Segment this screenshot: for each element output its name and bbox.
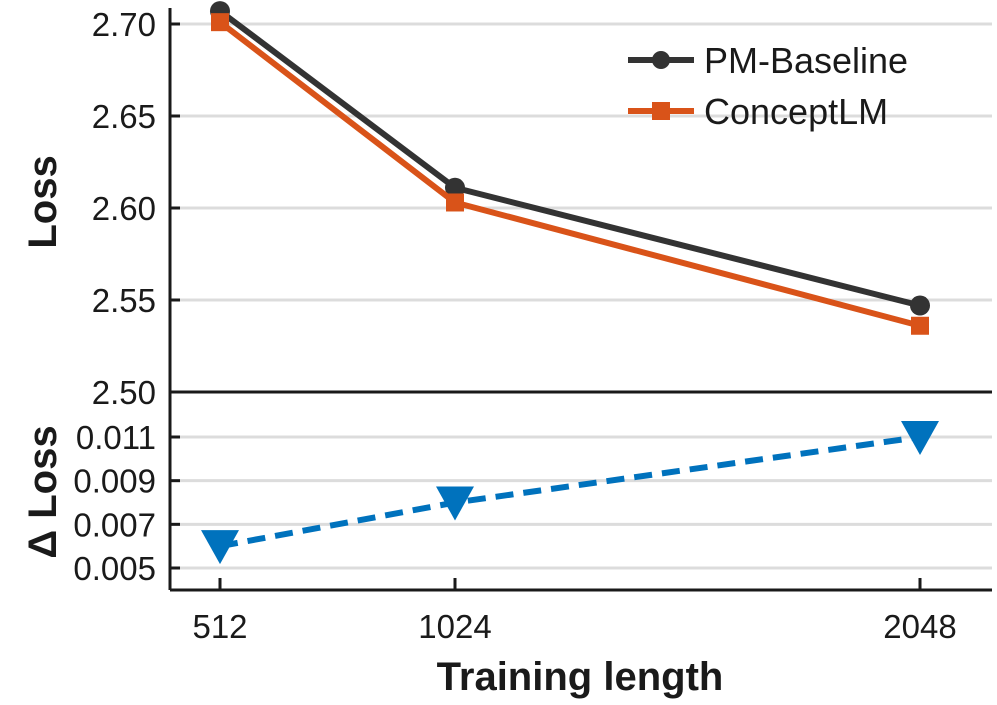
top-panel-grid [170, 22, 992, 302]
data-point-delta-loss [436, 486, 474, 521]
x-ticks: 512 1024 2048 [192, 578, 957, 645]
top-panel-series [210, 1, 930, 335]
legend-label-pm-baseline: PM-Baseline [704, 40, 908, 81]
y-tick-label: 2.70 [92, 6, 156, 43]
top-y-axis-title: Loss [21, 155, 65, 248]
bottom-panel-series [201, 421, 939, 565]
y-tick-label: 0.007 [73, 506, 156, 543]
y-tick-label: 2.55 [92, 282, 156, 319]
y-tick-label: 2.50 [92, 374, 156, 411]
x-tick-label: 512 [192, 608, 247, 645]
bottom-panel-grid [170, 435, 992, 570]
data-point-conceptlm [911, 316, 929, 335]
data-point-conceptlm [446, 193, 464, 212]
y-tick-label: 2.65 [92, 98, 156, 135]
y-tick-label: 0.011 [76, 419, 156, 456]
legend-marker-pm-baseline [652, 51, 670, 69]
data-point-pm-baseline [445, 177, 465, 198]
x-tick-label: 2048 [883, 608, 956, 645]
bottom-y-ticks: 0.011 0.009 0.007 0.005 [73, 419, 180, 587]
legend-marker-conceptlm [652, 102, 670, 120]
top-y-ticks: 2.70 2.65 2.60 2.55 2.50 [92, 6, 180, 411]
y-tick-label: 2.60 [92, 190, 156, 227]
data-point-pm-baseline [910, 295, 930, 316]
x-tick-label: 1024 [418, 608, 491, 645]
y-tick-label: 0.009 [73, 463, 156, 500]
data-point-conceptlm [211, 13, 229, 32]
legend: PM-Baseline ConceptLM [628, 40, 908, 132]
y-tick-label: 0.005 [73, 550, 156, 587]
series-line-delta-loss [219, 434, 921, 550]
data-point-delta-loss [201, 530, 239, 565]
bottom-y-axis-title: Δ Loss [21, 425, 65, 558]
data-point-delta-loss [901, 421, 939, 455]
legend-label-conceptlm: ConceptLM [704, 91, 888, 132]
x-axis-title: Training length [437, 655, 724, 699]
